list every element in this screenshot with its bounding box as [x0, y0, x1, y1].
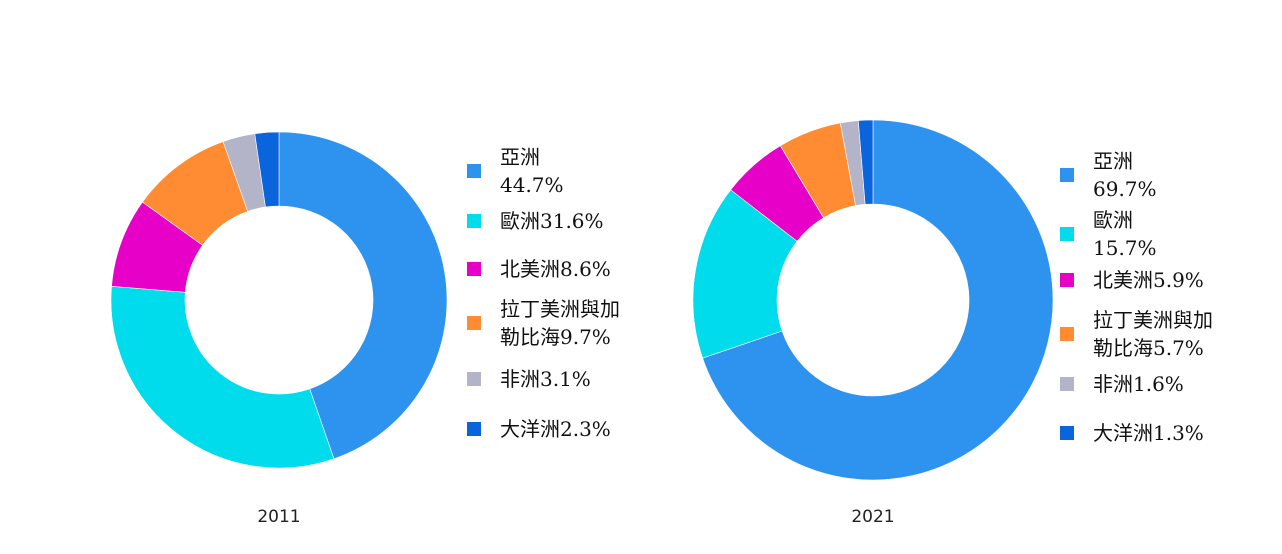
donut-chart-2011: 亞洲 44.7% 歐洲31.6% 北美洲8.6% 拉丁美洲與加勒比海9.7% 非洲3.1%… [111, 132, 620, 527]
legend-label-2021-2: 北美洲5.9% [1093, 268, 1204, 292]
legend-label-line: 拉丁美洲與加 [500, 297, 620, 321]
slice-2011-1[interactable] [111, 286, 334, 468]
legend-label-2011-2: 北美洲8.6% [500, 257, 611, 281]
legend-label-2021-4: 非洲1.6% [1093, 372, 1184, 396]
legend-swatch-2021-1 [1060, 227, 1074, 241]
legend-swatch-2011-5 [467, 422, 481, 436]
legend-swatch-2011-4 [467, 372, 481, 386]
legend-label-line: 北美洲8.6% [500, 257, 611, 281]
legend-label-line: 非洲3.1% [500, 367, 591, 391]
legend-label-line: 拉丁美洲與加 [1093, 308, 1213, 332]
legend-label-line: 非洲1.6% [1093, 372, 1184, 396]
legend-label-2021-1: 歐洲 15.7% [1093, 208, 1157, 260]
legend-label-line: 勒比海9.7% [500, 325, 611, 349]
legend-label-2021-3: 拉丁美洲與加勒比海5.7% [1093, 308, 1213, 360]
legend-swatch-2011-2 [467, 262, 481, 276]
legend-swatch-2021-0 [1060, 168, 1074, 182]
legend-swatch-2021-2 [1060, 273, 1074, 287]
legend-swatch-2011-0 [467, 164, 481, 178]
legend-label-line: 15.7% [1093, 236, 1157, 260]
legend-label-2011-3: 拉丁美洲與加勒比海9.7% [500, 297, 620, 349]
legend-label-line: 勒比海5.7% [1093, 336, 1204, 360]
legend-swatch-2021-4 [1060, 377, 1074, 391]
chart-title-2021: 2021 [851, 507, 894, 527]
donut-chart-2021: 亞洲 69.7% 歐洲 15.7% 北美洲5.9% 拉丁美洲與加勒比海5.7% 非洲1.6%… [693, 120, 1213, 527]
legend-label-line: 歐洲 [1093, 208, 1133, 232]
legend-label-line: 44.7% [500, 173, 564, 197]
chart-title-2011: 2011 [257, 507, 300, 527]
legend-label-line: 大洋洲1.3% [1093, 421, 1204, 445]
legend-swatch-2011-3 [467, 316, 481, 330]
legend-label-2011-5: 大洋洲2.3% [500, 417, 611, 441]
legend-label-line: 亞洲 [1093, 149, 1133, 173]
legend-label-line: 北美洲5.9% [1093, 268, 1204, 292]
legend-label-2011-0: 亞洲 44.7% [500, 145, 564, 197]
legend-label-line: 歐洲31.6% [500, 209, 604, 233]
legend-label-line: 大洋洲2.3% [500, 417, 611, 441]
legend-label-line: 亞洲 [500, 145, 540, 169]
legend-label-2011-4: 非洲3.1% [500, 367, 591, 391]
legend-label-2011-1: 歐洲31.6% [500, 209, 604, 233]
legend-label-line: 69.7% [1093, 177, 1157, 201]
legend-swatch-2021-3 [1060, 327, 1074, 341]
legend-swatch-2011-1 [467, 214, 481, 228]
legend-swatch-2021-5 [1060, 426, 1074, 440]
legend-label-2021-0: 亞洲 69.7% [1093, 149, 1157, 201]
legend-label-2021-5: 大洋洲1.3% [1093, 421, 1204, 445]
